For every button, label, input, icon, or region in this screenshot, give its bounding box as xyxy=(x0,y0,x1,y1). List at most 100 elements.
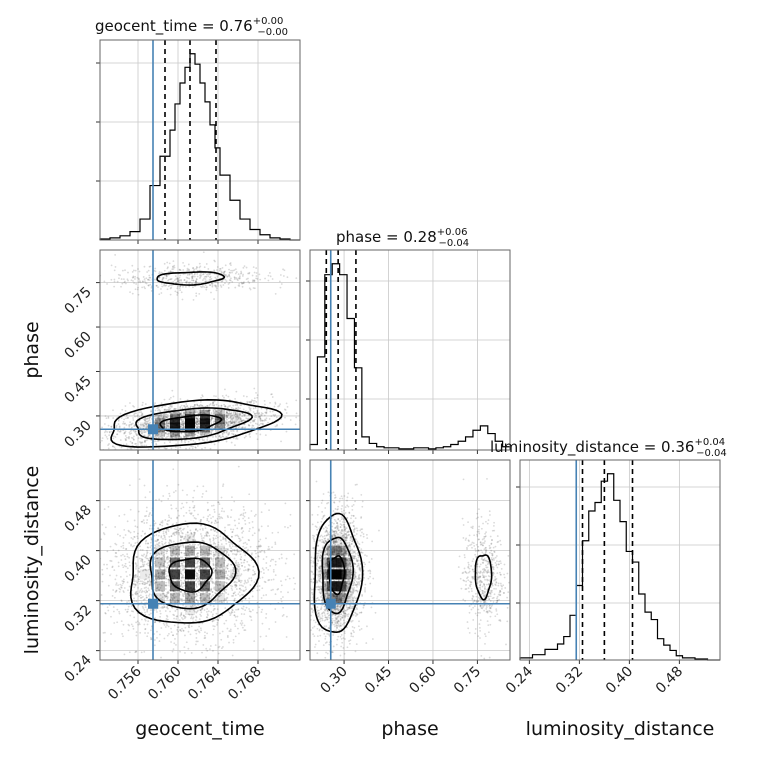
scatter-point xyxy=(129,508,132,511)
scatter-point xyxy=(232,417,234,420)
scatter-point xyxy=(201,608,203,611)
scatter-point xyxy=(198,422,201,425)
scatter-point xyxy=(226,636,229,639)
scatter-point xyxy=(277,531,280,534)
scatter-point xyxy=(261,412,264,415)
scatter-point xyxy=(218,426,220,429)
scatter-point xyxy=(199,598,202,600)
scatter-point xyxy=(124,430,127,433)
scatter-point xyxy=(188,551,191,554)
scatter-point xyxy=(211,581,214,584)
scatter-point xyxy=(147,451,149,453)
scatter-point xyxy=(157,542,160,545)
scatter-point xyxy=(227,417,230,420)
scatter-point xyxy=(203,430,205,433)
scatter-point xyxy=(274,563,277,566)
scatter-point xyxy=(170,627,172,630)
scatter-point xyxy=(160,415,163,418)
scatter-point xyxy=(143,286,146,288)
scatter-point xyxy=(217,543,220,546)
scatter-point xyxy=(163,413,165,416)
scatter-point xyxy=(242,605,245,608)
scatter-point xyxy=(253,287,256,290)
scatter-point xyxy=(251,399,253,402)
scatter-point xyxy=(235,581,238,584)
scatter-point xyxy=(179,407,182,409)
scatter-point xyxy=(160,656,162,659)
scatter-point xyxy=(235,420,237,423)
scatter-point xyxy=(160,558,162,560)
scatter-point xyxy=(180,579,182,582)
scatter-point xyxy=(234,413,237,416)
scatter-point xyxy=(176,555,179,558)
scatter-point xyxy=(222,585,225,588)
scatter-point xyxy=(157,538,159,541)
scatter-point xyxy=(199,411,202,414)
scatter-point xyxy=(205,280,208,283)
scatter-point xyxy=(196,566,199,569)
scatter-point xyxy=(166,605,169,608)
scatter-point xyxy=(177,432,180,435)
scatter-point xyxy=(109,559,112,562)
scatter-point xyxy=(191,277,194,280)
scatter-point xyxy=(252,266,255,269)
scatter-point xyxy=(192,551,194,553)
scatter-point xyxy=(67,550,69,552)
scatter-point xyxy=(177,277,180,280)
scatter-point xyxy=(176,276,179,279)
scatter-point xyxy=(169,436,172,439)
scatter-point xyxy=(199,533,202,535)
scatter-point xyxy=(251,279,254,282)
scatter-point xyxy=(165,416,168,419)
scatter-point xyxy=(157,424,160,427)
scatter-point xyxy=(236,534,239,537)
scatter-point xyxy=(238,412,241,415)
scatter-point xyxy=(214,598,217,601)
scatter-point xyxy=(236,418,239,421)
scatter-point xyxy=(154,581,157,584)
scatter-point xyxy=(135,556,138,559)
scatter-point xyxy=(255,432,258,435)
scatter-point xyxy=(135,621,138,624)
scatter-point xyxy=(190,512,193,515)
scatter-point xyxy=(184,535,186,538)
scatter-point xyxy=(131,426,133,429)
scatter-point xyxy=(212,557,215,560)
scatter-point xyxy=(229,416,231,419)
scatter-point xyxy=(144,556,147,559)
scatter-point xyxy=(125,548,127,551)
scatter-point xyxy=(196,485,199,488)
scatter-point xyxy=(156,557,159,560)
scatter-point xyxy=(158,414,161,417)
scatter-point xyxy=(204,412,207,415)
scatter-point xyxy=(252,399,255,402)
scatter-point xyxy=(221,414,224,417)
scatter-point xyxy=(178,414,180,417)
scatter-point xyxy=(147,284,150,287)
density-cell xyxy=(170,414,180,425)
scatter-point xyxy=(124,439,127,442)
scatter-point xyxy=(162,571,165,574)
scatter-point xyxy=(226,564,229,567)
scatter-point xyxy=(155,284,158,287)
scatter-point xyxy=(158,425,161,428)
scatter-point xyxy=(213,587,215,590)
scatter-point xyxy=(113,622,116,624)
scatter-point xyxy=(258,606,261,609)
scatter-point xyxy=(194,411,196,413)
scatter-point xyxy=(166,556,168,559)
scatter-point xyxy=(187,435,190,438)
scatter-point xyxy=(146,590,149,593)
scatter-point xyxy=(165,424,168,427)
scatter-point xyxy=(189,406,192,409)
scatter-point xyxy=(159,563,162,566)
scatter-point xyxy=(218,425,221,428)
scatter-point xyxy=(248,564,251,567)
scatter-point xyxy=(232,424,235,427)
scatter-point xyxy=(225,422,228,424)
scatter-point xyxy=(242,408,245,411)
scatter-point xyxy=(207,410,210,412)
scatter-point xyxy=(181,535,184,538)
scatter-point xyxy=(153,415,156,417)
scatter-point xyxy=(228,274,231,277)
